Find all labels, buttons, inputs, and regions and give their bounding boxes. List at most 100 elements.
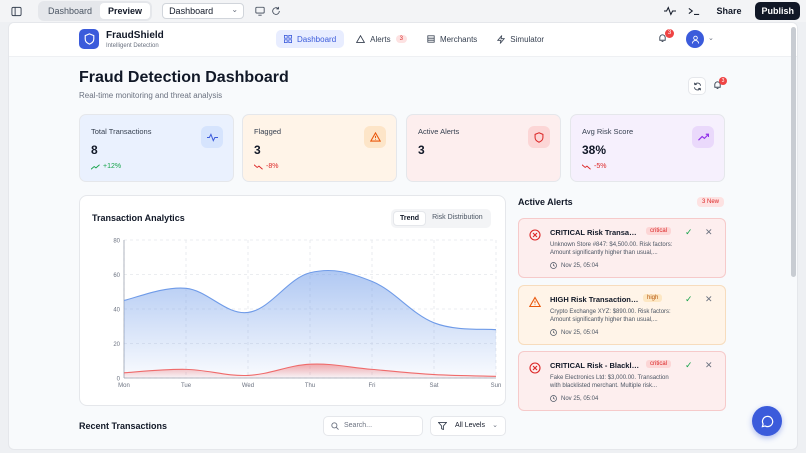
stat-value: 38% bbox=[582, 143, 607, 157]
shield-logo-icon bbox=[79, 29, 99, 49]
refresh-button[interactable] bbox=[688, 77, 706, 95]
warning-icon bbox=[356, 35, 366, 43]
data-point bbox=[371, 281, 372, 282]
zap-icon bbox=[497, 34, 506, 44]
trending-down-icon bbox=[254, 163, 263, 170]
tab-preview[interactable]: Preview bbox=[100, 3, 151, 19]
data-point bbox=[495, 329, 496, 330]
alert-card[interactable]: HIGH Risk Transaction Det... high Crypto… bbox=[518, 285, 726, 345]
risk-level-filter[interactable]: All Levels ⌄ bbox=[430, 416, 506, 436]
alert-description: Unknown Store #847: $4,500.00. Risk fact… bbox=[550, 242, 673, 256]
stat-label: Active Alerts bbox=[418, 127, 460, 136]
toolbar-actions: Share Publish bbox=[662, 2, 800, 20]
data-point bbox=[371, 369, 372, 370]
stat-card-avg-risk-score: Avg Risk Score 38% -5% bbox=[570, 114, 725, 182]
alert-card[interactable]: CRITICAL Risk - Blackliste... critical F… bbox=[518, 351, 726, 411]
stat-value: 8 bbox=[91, 143, 98, 157]
grid-icon bbox=[284, 35, 292, 43]
stat-delta-value: -8% bbox=[266, 163, 279, 170]
view-mode-toggle: Dashboard Preview bbox=[38, 1, 153, 21]
warning-icon bbox=[529, 296, 541, 308]
check-icon[interactable]: ✓ bbox=[685, 227, 693, 237]
nav-alerts-label: Alerts bbox=[370, 34, 391, 44]
alert-time-text: Nov 25, 05:04 bbox=[561, 395, 599, 402]
series-area bbox=[124, 270, 496, 378]
monitor-icon[interactable] bbox=[252, 3, 268, 19]
warning-icon bbox=[364, 126, 386, 148]
chevron-down-icon: ⌄ bbox=[231, 5, 239, 14]
user-avatar[interactable] bbox=[686, 30, 704, 48]
data-point bbox=[247, 375, 248, 376]
recent-transactions-title: Recent Transactions bbox=[79, 421, 168, 431]
alert-level-badge: critical bbox=[646, 360, 672, 368]
stat-delta: -8% bbox=[254, 163, 385, 170]
alert-timestamp: Nov 25, 05:04 bbox=[550, 329, 715, 336]
alert-card[interactable]: CRITICAL Risk Transactio... critical Unk… bbox=[518, 218, 726, 278]
terminal-icon[interactable] bbox=[686, 3, 702, 19]
data-point bbox=[247, 312, 248, 313]
brand-tagline: Intelligent Detection bbox=[106, 43, 159, 49]
stat-delta: -5% bbox=[582, 163, 713, 170]
stat-value: 3 bbox=[254, 143, 261, 157]
activity-icon[interactable] bbox=[662, 3, 678, 19]
sidebar-toggle-icon[interactable] bbox=[8, 3, 24, 19]
scrollbar[interactable] bbox=[791, 27, 796, 277]
search-icon bbox=[331, 422, 339, 430]
editor-toolbar: Dashboard Preview Dashboard ⌄ Share Publ… bbox=[0, 0, 806, 22]
series-line bbox=[123, 363, 497, 377]
y-tick-label: 60 bbox=[113, 273, 120, 279]
stat-card-flagged: Flagged 3 -8% bbox=[242, 114, 397, 182]
active-alerts-title: Active Alerts bbox=[518, 197, 573, 207]
close-icon[interactable]: ✕ bbox=[705, 294, 713, 304]
tab-risk-distribution[interactable]: Risk Distribution bbox=[432, 214, 483, 221]
x-tick-label: Mon bbox=[118, 383, 130, 389]
refresh-icon bbox=[693, 82, 701, 90]
stat-label: Total Transactions bbox=[91, 127, 152, 136]
nav-simulator-label: Simulator bbox=[510, 34, 545, 44]
building-icon bbox=[427, 35, 435, 43]
data-point bbox=[123, 300, 124, 301]
page-subtitle: Real-time monitoring and threat analysis bbox=[79, 91, 223, 100]
clock-icon bbox=[550, 329, 557, 336]
transaction-analytics-panel: Transaction Analytics Trend Risk Distrib… bbox=[79, 195, 506, 406]
app-navbar: FraudShield Intelligent Detection Dashbo… bbox=[9, 23, 797, 57]
y-tick-label: 40 bbox=[113, 308, 120, 314]
nav-simulator[interactable]: Simulator bbox=[489, 30, 552, 48]
activity-icon bbox=[201, 126, 223, 148]
panel-title: Transaction Analytics bbox=[92, 213, 185, 223]
x-tick-label: Sun bbox=[491, 383, 502, 389]
close-icon[interactable]: ✕ bbox=[705, 360, 713, 370]
check-icon[interactable]: ✓ bbox=[685, 360, 693, 370]
brand-name: FraudShield bbox=[106, 30, 164, 41]
tab-trend[interactable]: Trend bbox=[393, 211, 427, 226]
filter-icon bbox=[438, 422, 447, 430]
share-button[interactable]: Share bbox=[716, 6, 742, 16]
nav-merchants[interactable]: Merchants bbox=[419, 30, 485, 48]
x-circle-icon bbox=[529, 229, 541, 241]
new-alerts-badge: 3 New bbox=[697, 197, 725, 207]
data-point bbox=[495, 376, 496, 377]
chat-button[interactable] bbox=[752, 406, 782, 436]
reload-icon[interactable] bbox=[268, 3, 284, 19]
nav-dashboard[interactable]: Dashboard bbox=[276, 30, 345, 48]
x-tick-label: Wed bbox=[242, 383, 254, 389]
publish-button[interactable]: Publish bbox=[755, 2, 800, 20]
nav-dashboard-label: Dashboard bbox=[297, 34, 337, 44]
x-circle-icon bbox=[529, 362, 541, 374]
chevron-down-icon[interactable]: ⌄ bbox=[708, 35, 714, 42]
page-select[interactable]: Dashboard ⌄ bbox=[162, 3, 245, 19]
stat-label: Avg Risk Score bbox=[582, 127, 634, 136]
alert-description: Fake Electronics Ltd: $3,000.00. Transac… bbox=[550, 375, 669, 389]
close-icon[interactable]: ✕ bbox=[705, 227, 713, 237]
alert-time-text: Nov 25, 05:04 bbox=[561, 262, 599, 269]
series-area bbox=[124, 364, 496, 378]
data-point bbox=[433, 322, 434, 323]
trending-down-icon bbox=[582, 163, 591, 170]
search-input[interactable]: Search... bbox=[323, 416, 423, 436]
y-tick-label: 0 bbox=[117, 377, 121, 383]
bell-icon[interactable] bbox=[658, 33, 667, 46]
tab-dashboard[interactable]: Dashboard bbox=[48, 6, 93, 16]
check-icon[interactable]: ✓ bbox=[685, 294, 693, 304]
message-circle-icon bbox=[761, 415, 773, 427]
nav-alerts[interactable]: Alerts 3 bbox=[348, 30, 415, 48]
